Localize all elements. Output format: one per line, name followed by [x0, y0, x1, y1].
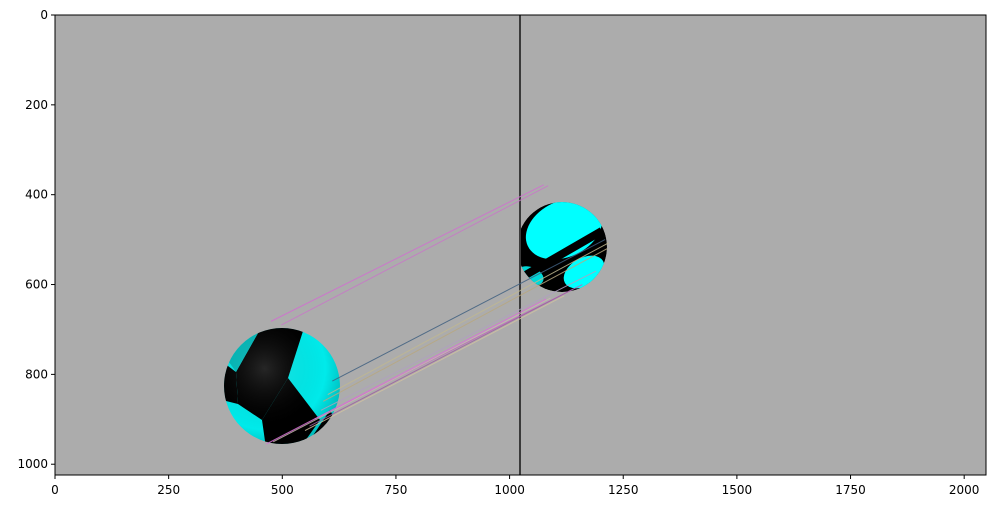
x-tick-label: 750: [384, 483, 407, 497]
match-line: [270, 184, 544, 322]
match-line: [304, 295, 565, 431]
match-line: [320, 270, 597, 411]
match-line: [272, 297, 551, 443]
match-line: [332, 239, 606, 382]
match-line: [266, 298, 547, 445]
x-axis: 0 250 500 750 1000 1250 1500 1750 2000: [51, 475, 979, 497]
x-tick-label: 2000: [949, 483, 980, 497]
y-tick-label: 1000: [17, 457, 48, 471]
x-tick-label: 1750: [835, 483, 866, 497]
y-tick-label: 800: [25, 367, 48, 381]
match-line: [327, 242, 609, 396]
x-tick-label: 1000: [494, 483, 525, 497]
x-tick-label: 1250: [608, 483, 639, 497]
x-tick-label: 0: [51, 483, 59, 497]
y-tick-label: 600: [25, 278, 48, 292]
x-tick-label: 1500: [722, 483, 753, 497]
axes-frame: [54, 14, 987, 476]
match-line: [309, 288, 574, 427]
right-sphere-dark-band: [521, 227, 604, 280]
image-area: [55, 15, 986, 475]
x-tick-label: 250: [157, 483, 180, 497]
left-sphere: [224, 328, 340, 444]
y-tick-label: 400: [25, 188, 48, 202]
x-tick-label: 500: [271, 483, 294, 497]
y-axis: 0 200 400 600 800 1000: [17, 8, 55, 471]
match-line: [322, 248, 608, 402]
keypoint-matches: [266, 184, 609, 445]
match-line: [281, 185, 549, 326]
y-tick-label: 200: [25, 98, 48, 112]
y-tick-label: 0: [40, 8, 48, 22]
